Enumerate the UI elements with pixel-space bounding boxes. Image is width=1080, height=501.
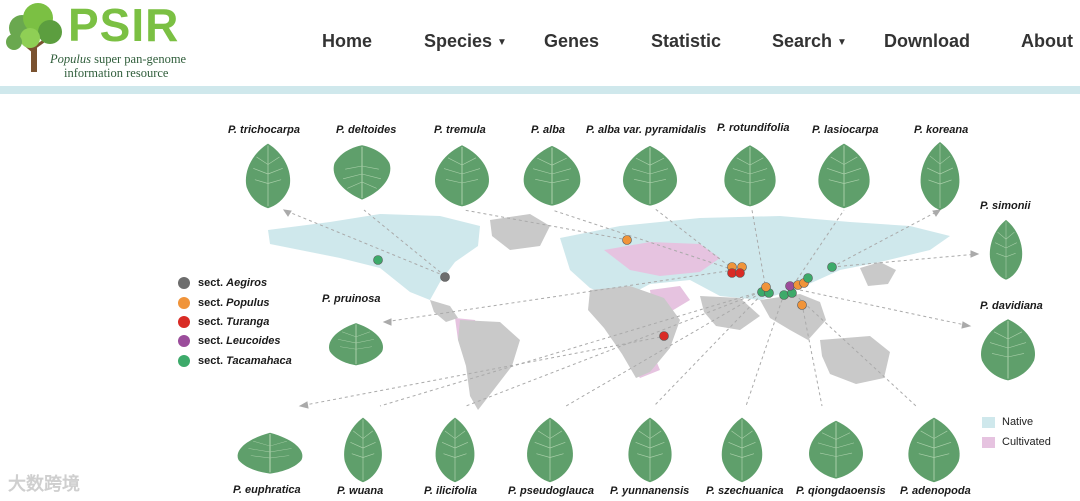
leaf-p-rotundifolia-image (723, 144, 777, 207)
species-label-pseudoglauca[interactable]: P. pseudoglauca (508, 485, 594, 497)
species-label-simonii[interactable]: P. simonii (980, 200, 1031, 212)
species-label-adenopoda[interactable]: P. adenopoda (900, 485, 971, 497)
species-label-tremula[interactable]: P. tremula (434, 124, 486, 136)
legend-dot-turanga (178, 316, 190, 328)
nav-home[interactable]: Home (322, 31, 373, 51)
logo[interactable]: PSIR Populus super pan-genome informatio… (4, 0, 194, 80)
leaf-p-alba-pyramidalis-image (622, 145, 678, 207)
species-label-alba-pyramidalis[interactable]: P. alba var. pyramidalis (586, 124, 707, 136)
leaf-p-trichocarpa-image (245, 143, 291, 209)
nav-species[interactable]: Species ▼ (424, 31, 507, 51)
leaf-p-yunnanensis-image (627, 417, 673, 483)
species-label-alba[interactable]: P. alba (531, 124, 566, 136)
leaf-p-adenopoda-image (907, 417, 961, 483)
nav-about[interactable]: About (1021, 31, 1073, 51)
legend-label-populus: sect. Populus (198, 297, 270, 309)
leaf-p-qiongdaoensis-image (808, 420, 864, 480)
header-divider (0, 86, 1080, 94)
leaf-p-ilicifolia-image (435, 417, 475, 483)
legend-label-tacamahaca: sect. Tacamahaca (198, 355, 292, 367)
leaf-p-szechuanica-image (721, 417, 763, 483)
leaf-p-simonii-image (989, 219, 1023, 281)
species-label-szechuanica[interactable]: P. szechuanica (706, 485, 784, 497)
species-label-lasiocarpa[interactable]: P. lasiocarpa (812, 124, 879, 136)
legend-dot-aegiros (178, 277, 190, 289)
species-label-wuana[interactable]: P. wuana (337, 485, 384, 497)
species-label-koreana[interactable]: P. koreana (914, 124, 969, 136)
leaf-p-wuana-image (343, 417, 383, 483)
leaf-p-lasiocarpa-image (817, 143, 871, 209)
leaf-p-davidiana-image (980, 318, 1036, 381)
leaf-p-pruinosa-image (328, 322, 384, 366)
leaf-p-alba-image (523, 145, 581, 207)
legend-label-turanga: sect. Turanga (198, 316, 270, 328)
logo-subtitle-line2: information resource (64, 66, 169, 80)
chevron-down-icon: ▼ (497, 37, 507, 48)
tree-logo-icon (6, 3, 62, 72)
leaf-p-tremula-image (434, 144, 490, 207)
nav-statistic[interactable]: Statistic (651, 31, 722, 51)
species-label-pruinosa[interactable]: P. pruinosa (322, 293, 381, 305)
nav-genes[interactable]: Genes (544, 31, 600, 51)
native-label: Native (1002, 416, 1034, 428)
legend-dot-tacamahaca (178, 355, 190, 367)
leaf-p-euphratica-image (237, 432, 303, 475)
logo-subtitle: Populus super pan-genome (50, 52, 187, 66)
species-label-euphratica[interactable]: P. euphratica (233, 484, 301, 496)
legend-label-leucoides: sect. Leucoides (198, 335, 281, 347)
legend-dot-leucoides (178, 335, 190, 347)
species-label-rotundifolia[interactable]: P. rotundifolia (717, 122, 790, 134)
cultivated-swatch (982, 437, 995, 448)
nav-search[interactable]: Search ▼ (772, 31, 847, 51)
species-label-ilicifolia[interactable]: P. ilicifolia (424, 485, 477, 497)
cultivated-label: Cultivated (1002, 436, 1051, 448)
species-label-davidiana[interactable]: P. davidiana (980, 300, 1043, 312)
species-label-deltoides[interactable]: P. deltoides (336, 124, 397, 136)
leaf-p-koreana-image (920, 141, 960, 211)
leaf-p-deltoides-image (333, 144, 391, 201)
legend-label-aegiros: sect. Aegiros (198, 277, 268, 289)
header: PSIR Populus super pan-genome informatio… (0, 0, 1080, 86)
species-label-qiongdaoensis[interactable]: P. qiongdaoensis (796, 485, 886, 497)
logo-title: PSIR (68, 0, 180, 51)
watermark: 大数跨境 (8, 474, 80, 494)
leaf-p-pseudoglauca-image (526, 417, 574, 483)
species-label-trichocarpa[interactable]: P. trichocarpa (228, 124, 300, 136)
chevron-down-icon: ▼ (837, 37, 847, 48)
species-label-yunnanensis[interactable]: P. yunnanensis (610, 485, 690, 497)
legend-dot-populus (178, 297, 190, 309)
nav-download[interactable]: Download (884, 31, 970, 51)
native-swatch (982, 417, 995, 428)
